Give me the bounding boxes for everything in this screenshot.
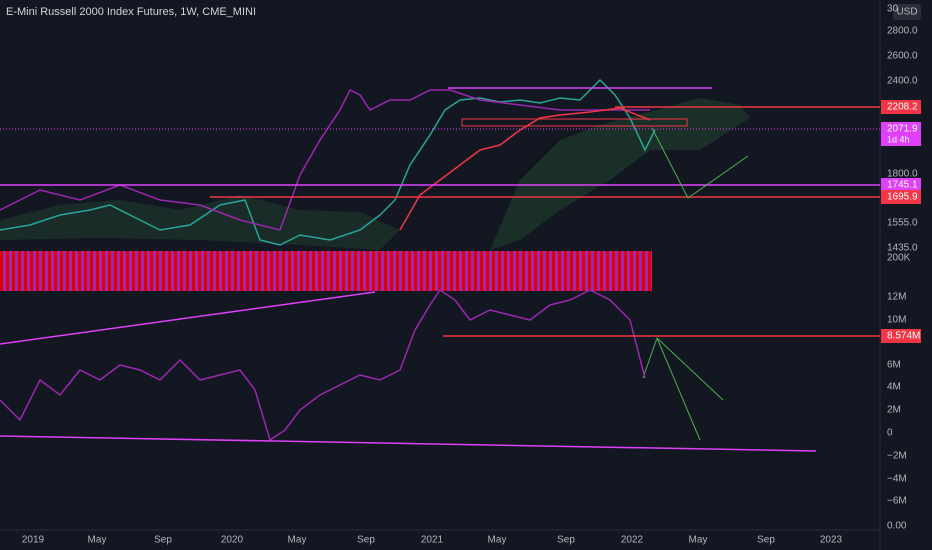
projection-arrow bbox=[656, 337, 701, 441]
base-line bbox=[399, 107, 651, 231]
axis-label: 200K bbox=[887, 253, 911, 264]
time-label: Sep bbox=[357, 535, 375, 546]
time-label: Sep bbox=[557, 535, 575, 546]
trend-line bbox=[0, 291, 376, 345]
axis-label: 2400.0 bbox=[887, 76, 918, 87]
axis-label: 2M bbox=[887, 405, 901, 416]
time-label: 2021 bbox=[421, 535, 444, 546]
range-box bbox=[461, 118, 688, 127]
axis-label: 10M bbox=[887, 315, 906, 326]
axis-label: 4M bbox=[887, 382, 901, 393]
projection-arrow bbox=[651, 127, 749, 199]
time-label: Sep bbox=[757, 535, 775, 546]
price-badge-label: 2071.9 bbox=[887, 124, 918, 135]
axis-label: 12M bbox=[887, 292, 906, 303]
axis-label: 6M bbox=[887, 360, 901, 371]
time-label: May bbox=[288, 535, 307, 546]
time-label: 2019 bbox=[22, 535, 45, 546]
price-badge-label: 1695.9 bbox=[887, 192, 918, 203]
trend-line bbox=[0, 435, 817, 452]
price-badge-label: 2208.2 bbox=[887, 102, 918, 113]
time-label: 2020 bbox=[221, 535, 244, 546]
currency-label[interactable]: USD bbox=[896, 7, 917, 18]
axis-label: 30 bbox=[887, 4, 899, 15]
price-badge bbox=[881, 329, 921, 343]
axis-label: 0.00 bbox=[887, 521, 907, 532]
time-label: May bbox=[689, 535, 708, 546]
lagging-line bbox=[0, 88, 650, 231]
volume-bars bbox=[0, 251, 652, 291]
axis-label: −6M bbox=[887, 496, 907, 507]
indicator-line bbox=[0, 288, 646, 442]
price-badge bbox=[881, 122, 921, 146]
axis-label: 2800.0 bbox=[887, 26, 918, 37]
axis-label: 2600.0 bbox=[887, 51, 918, 62]
axis-label: 0 bbox=[887, 428, 893, 439]
time-label: Sep bbox=[154, 535, 172, 546]
time-label: 2023 bbox=[820, 535, 843, 546]
price-badge-label: 1745.1 bbox=[887, 180, 918, 191]
price-badge bbox=[881, 178, 921, 192]
axis-label: −4M bbox=[887, 474, 907, 485]
price-badge bbox=[881, 100, 921, 114]
axis-label: 1800.0 bbox=[887, 169, 918, 180]
axis-label: 1555.0 bbox=[887, 218, 918, 229]
time-label: May bbox=[88, 535, 107, 546]
price-line bbox=[0, 78, 656, 246]
price-badge-label: 8.574M bbox=[887, 331, 920, 342]
ichimoku-cloud bbox=[0, 195, 400, 250]
axis-label: −2M bbox=[887, 451, 907, 462]
currency-button[interactable] bbox=[893, 4, 921, 20]
time-label: May bbox=[488, 535, 507, 546]
axis-label: 1435.0 bbox=[887, 243, 918, 254]
price-badge-sub: 1d 4h bbox=[887, 134, 910, 144]
chart-title: E-Mini Russell 2000 Index Futures, 1W, C… bbox=[6, 6, 256, 18]
ichimoku-cloud bbox=[490, 98, 750, 250]
time-label: 2022 bbox=[621, 535, 644, 546]
price-badge bbox=[881, 190, 921, 204]
